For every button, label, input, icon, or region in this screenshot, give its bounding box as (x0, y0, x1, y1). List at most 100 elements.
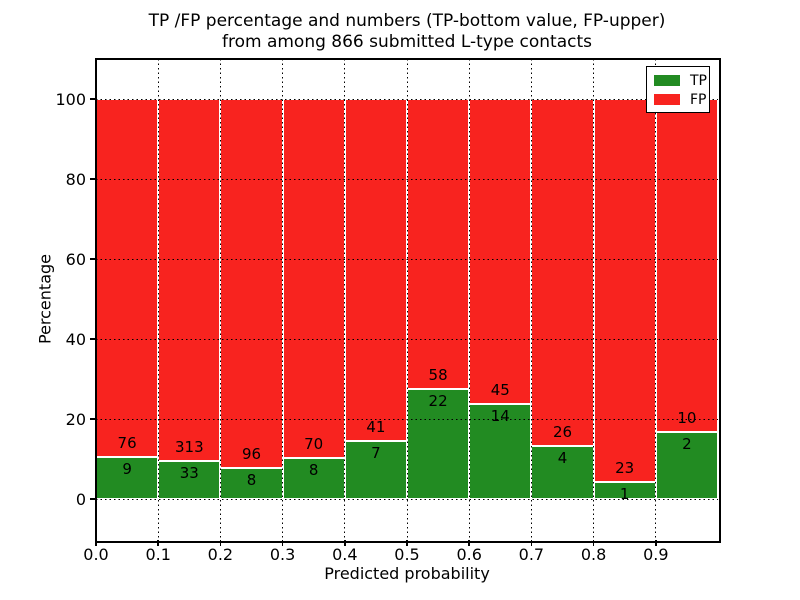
y-axis-tick (90, 418, 96, 420)
tp-color-swatch (654, 75, 680, 86)
legend-item-fp: FP (654, 90, 707, 109)
x-tick-label: 0.5 (394, 545, 420, 564)
bar-tp-segment (593, 482, 656, 499)
y-tick-label: 20 (65, 409, 86, 429)
vertical-gridline (468, 59, 470, 540)
y-axis-tick (90, 98, 96, 100)
legend-label: FP (690, 91, 707, 108)
bar-fp-segment (158, 99, 221, 461)
tp-count-label: 8 (246, 471, 257, 490)
horizontal-gridline (96, 498, 718, 500)
vertical-gridline (219, 59, 221, 540)
x-axis-tick (281, 540, 284, 546)
vertical-gridline (344, 59, 346, 540)
x-tick-label: 0.2 (207, 545, 234, 564)
x-tick-label: 0.3 (269, 545, 296, 564)
horizontal-gridline (96, 418, 718, 420)
fp-count-label: 23 (615, 459, 635, 478)
bar-tp-segment (655, 432, 718, 499)
bar-tp-segment (158, 460, 221, 499)
bar-fp-segment (282, 99, 345, 458)
x-axis-tick (157, 540, 159, 546)
bar-fp-segment (407, 99, 470, 389)
y-axis-tick (90, 258, 96, 260)
legend: TP FP (646, 66, 710, 113)
legend-label: TP (690, 72, 707, 89)
bar-tp-segment (220, 468, 283, 499)
vertical-gridline (593, 59, 595, 540)
x-tick-label: 0.1 (145, 545, 171, 564)
tp-count-label: 33 (179, 463, 199, 482)
x-axis-tick (95, 540, 97, 546)
y-tick-label: 60 (65, 249, 86, 269)
horizontal-gridline (96, 178, 718, 180)
horizontal-gridline (96, 98, 718, 100)
bar-tp-segment (531, 445, 594, 499)
legend-item-tp: TP (654, 71, 707, 90)
horizontal-gridline (96, 338, 718, 340)
bar-fp-segment (593, 99, 656, 483)
bar-fp-segment (469, 99, 532, 405)
vertical-gridline (406, 59, 408, 540)
vertical-gridline (530, 59, 532, 540)
bar-tp-segment (469, 404, 532, 499)
x-axis-tick (406, 540, 408, 546)
fp-count-label: 313 (174, 437, 204, 456)
fp-count-label: 26 (552, 422, 573, 441)
fp-color-swatch (654, 94, 680, 105)
x-tick-label: 0.8 (580, 545, 607, 564)
plot-area: 76 9 313 33 96 8 70 8 41 7 58 22 45 14 26 4 23 1 10 2 0.0 0.1… (55, 59, 718, 563)
y-axis-tick (90, 498, 96, 500)
x-tick-label: 0.4 (332, 545, 358, 564)
tp-count-label: 9 (122, 459, 132, 478)
tp-count-label: 7 (371, 443, 381, 462)
x-axis-tick (219, 540, 222, 546)
x-tick-label: 0.6 (456, 545, 482, 564)
vertical-gridline (282, 59, 284, 540)
x-axis-label: Predicted probability (324, 564, 490, 583)
x-axis-tick (344, 540, 346, 546)
tp-count-label: 4 (557, 448, 568, 467)
tp-count-label: 8 (308, 460, 319, 479)
x-tick-label: 0.9 (643, 545, 669, 564)
bar-tp-segment (407, 389, 470, 499)
x-axis-tick (655, 540, 657, 546)
tp-count-label: 22 (428, 392, 448, 410)
x-axis-tick (468, 540, 470, 546)
y-tick-label: 0 (75, 489, 86, 509)
fp-count-label: 45 (490, 381, 510, 400)
chart-title-line1: TP /FP percentage and numbers (TP-bottom… (148, 11, 666, 31)
bar-fp-segment (655, 99, 718, 433)
chart-title: TP /FP percentage and numbers (TP-bottom… (96, 11, 718, 53)
fp-count-label: 58 (428, 366, 448, 384)
y-tick-label: 40 (65, 329, 86, 349)
bar-tp-segment (344, 440, 407, 499)
y-axis-tick (90, 338, 96, 340)
x-axis-tick (530, 540, 533, 546)
bar-fp-segment (344, 99, 407, 441)
x-tick-label: 0.7 (518, 545, 545, 564)
fp-count-label: 96 (241, 445, 262, 464)
horizontal-gridline (96, 258, 718, 260)
y-tick-label: 100 (55, 89, 86, 109)
tp-count-label: 14 (490, 407, 510, 426)
tp-count-label: 1 (619, 485, 630, 504)
bar-tp-segment (282, 457, 345, 499)
y-tick-label: 80 (65, 169, 86, 189)
y-axis-tick (90, 178, 96, 180)
bar-tp-segment (96, 456, 159, 499)
x-tick-label: 0.0 (83, 545, 109, 564)
x-axis-tick (592, 540, 595, 546)
bar-fp-segment (96, 99, 159, 457)
fp-count-label: 10 (677, 409, 697, 428)
bar-fp-segment (531, 99, 594, 446)
vertical-gridline (655, 59, 657, 540)
fp-count-label: 70 (304, 434, 324, 453)
chart-title-line2: from among 866 submitted L-type contacts (221, 32, 592, 52)
bar-fp-segment (220, 99, 283, 469)
vertical-gridline (157, 59, 159, 540)
fp-count-label: 41 (366, 417, 386, 436)
tp-count-label: 2 (682, 435, 692, 454)
fp-count-label: 76 (117, 433, 137, 452)
